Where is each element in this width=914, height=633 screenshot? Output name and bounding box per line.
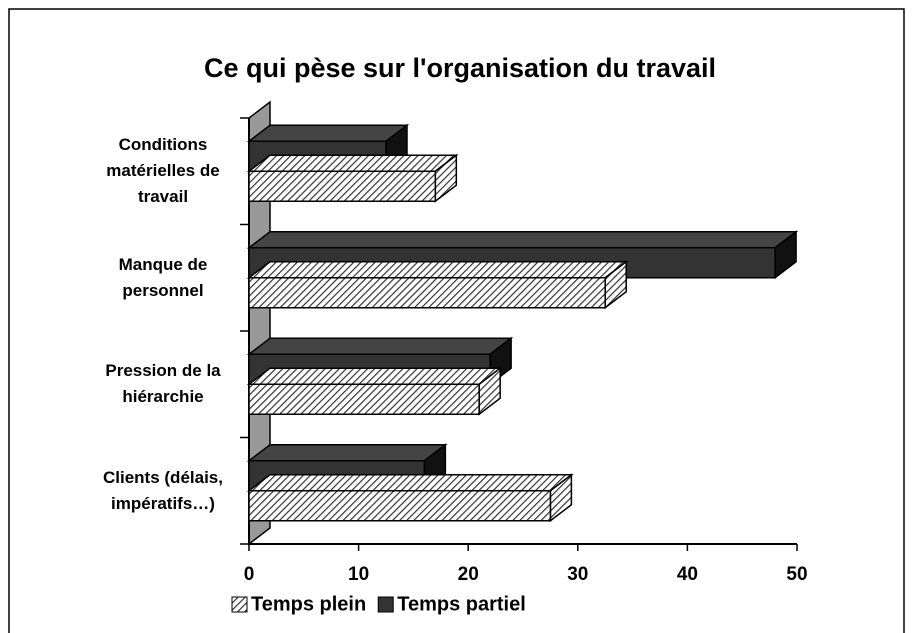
bar-top (246, 474, 574, 492)
chart-title: Ce qui pèse sur l'organisation du travai… (204, 53, 716, 83)
x-tick-label: 20 (458, 564, 479, 585)
category-label: Pression de la hiérarchie (105, 361, 221, 407)
x-tick-label: 40 (677, 564, 698, 585)
bar-top (246, 261, 629, 279)
bar-top (246, 444, 448, 462)
bar-front (248, 170, 437, 202)
legend-swatch (377, 596, 394, 613)
bar-top (246, 231, 799, 249)
x-tick-label: 0 (244, 564, 255, 585)
bar-front (248, 277, 606, 309)
bar-front (248, 383, 480, 415)
bar (246, 473, 574, 523)
category-label: Manque de personnel (118, 254, 208, 300)
bar (246, 366, 503, 416)
x-tick-label: 30 (567, 564, 588, 585)
bar (246, 260, 629, 310)
legend-label: Temps partiel (397, 593, 526, 615)
bar-top (246, 367, 503, 385)
legend-swatch (231, 596, 248, 613)
category-label: Clients (délais, impératifs…) (103, 467, 223, 513)
bar-top (246, 337, 514, 355)
x-tick-label: 50 (786, 564, 807, 585)
bar-top (246, 124, 410, 142)
category-label: Conditions matérielles de travail (106, 135, 220, 207)
bar-front (248, 490, 552, 522)
frame (8, 8, 905, 633)
x-tick-label: 10 (348, 564, 369, 585)
bar (246, 153, 459, 203)
legend-label: Temps plein (251, 593, 366, 615)
bar-top (246, 154, 459, 172)
